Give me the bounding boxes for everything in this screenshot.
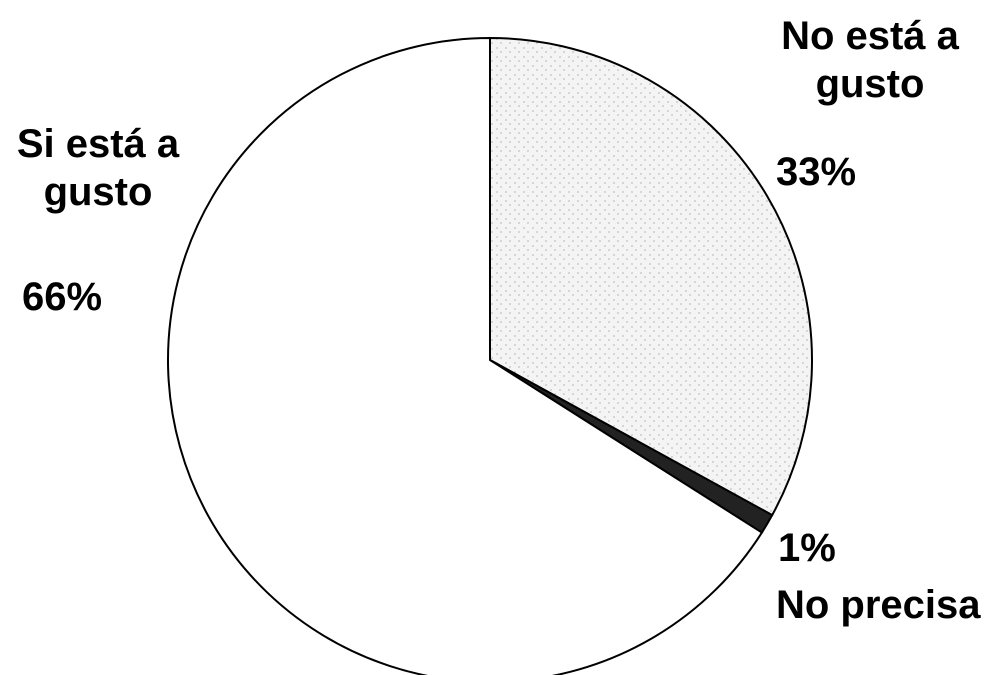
slice-label-no-esta-a-gusto-line-1: No está a bbox=[781, 14, 959, 58]
pie-slice-si-esta-a-gusto bbox=[167, 37, 763, 675]
pie-slice-no-esta-a-gusto bbox=[489, 37, 813, 517]
slice-value-no-esta-a-gusto: 33% bbox=[776, 150, 857, 194]
slice-label-no-esta-a-gusto: No está a gusto bbox=[755, 12, 985, 108]
slice-label-si-esta-a-gusto-line-1: Si está a bbox=[16, 122, 180, 166]
slice-label-si-esta-a-gusto-line-2: gusto bbox=[43, 170, 153, 214]
slice-value-no-precisa: 1% bbox=[778, 526, 836, 570]
slice-label-si-esta-a-gusto: Si está a gusto bbox=[0, 120, 196, 216]
slice-label-no-precisa: No precisa bbox=[776, 583, 981, 627]
slice-value-si-esta-a-gusto: 66% bbox=[22, 275, 103, 319]
slice-label-no-esta-a-gusto-line-2: gusto bbox=[815, 62, 925, 106]
